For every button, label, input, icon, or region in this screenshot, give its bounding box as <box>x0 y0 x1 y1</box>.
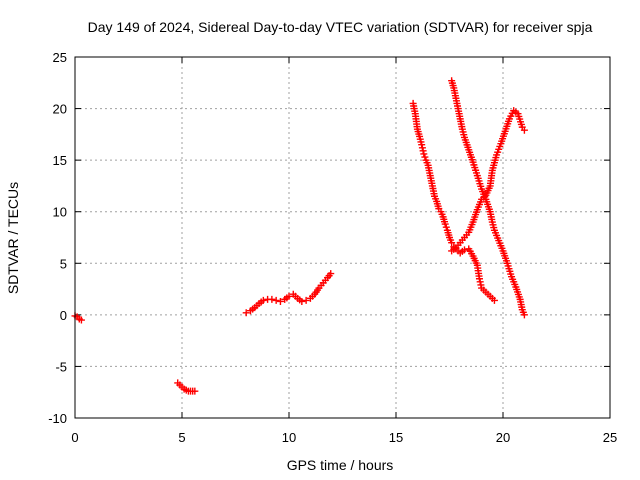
data-point <box>475 275 483 283</box>
axis-ticks: 0 5 10 15 20 25 -10 -5 0 5 10 15 20 25 <box>48 50 617 445</box>
x-tick-label: 0 <box>71 430 78 445</box>
y-tick-label: -10 <box>48 411 67 426</box>
data-point <box>302 296 310 304</box>
y-tick-label: 15 <box>53 153 67 168</box>
grid-lines <box>75 57 610 418</box>
data-point <box>421 153 429 161</box>
data-point <box>298 297 306 305</box>
data-point <box>77 316 85 324</box>
y-tick-label: 20 <box>53 102 67 117</box>
x-tick-label: 25 <box>603 430 617 445</box>
data-point <box>448 239 456 247</box>
data-point <box>520 126 528 134</box>
data-point <box>442 223 450 231</box>
data-point <box>191 387 199 395</box>
data-point <box>259 296 267 304</box>
data-point <box>285 292 293 300</box>
data-point <box>418 144 426 152</box>
plot-frame <box>74 56 611 419</box>
data-point <box>441 220 449 228</box>
data-point <box>276 297 284 305</box>
data-point <box>420 150 428 158</box>
data-point <box>419 147 427 155</box>
chart-title: Day 149 of 2024, Sidereal Day-to-day VTE… <box>88 19 593 35</box>
x-tick-label: 5 <box>178 430 185 445</box>
x-tick-label: 15 <box>389 430 403 445</box>
data-point <box>327 270 335 278</box>
y-tick-label: 5 <box>60 256 67 271</box>
data-point <box>490 296 498 304</box>
y-tick-label: 0 <box>60 308 67 323</box>
data-point <box>268 295 276 303</box>
data-point <box>418 141 426 149</box>
x-axis-label: GPS time / hours <box>287 457 394 473</box>
data-point <box>476 278 484 286</box>
data-points <box>71 77 528 395</box>
x-tick-label: 10 <box>282 430 296 445</box>
x-tick-label: 20 <box>496 430 510 445</box>
y-tick-label: 25 <box>53 50 67 65</box>
data-point <box>520 311 528 319</box>
y-axis-label: SDTVAR / TECUs <box>5 182 21 294</box>
data-point <box>477 281 485 289</box>
y-tick-label: 10 <box>53 205 67 220</box>
data-point <box>460 246 468 254</box>
data-point <box>272 296 280 304</box>
data-point <box>242 309 250 317</box>
y-tick-label: -5 <box>55 359 67 374</box>
